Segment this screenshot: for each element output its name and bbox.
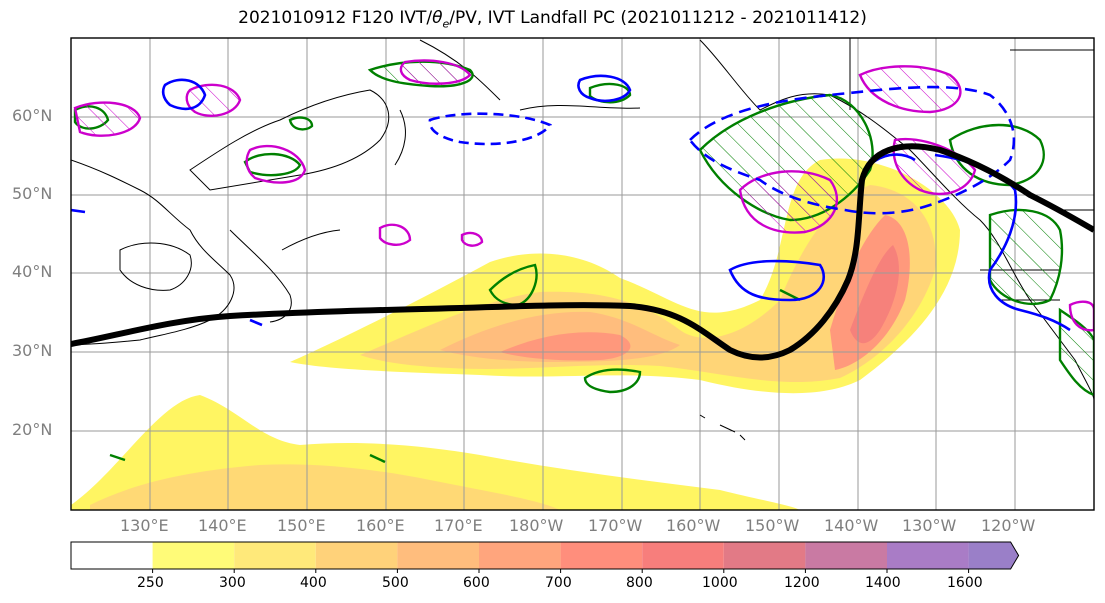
colorbar-tick-label: 1000 — [702, 575, 738, 591]
colorbar-tick-label: 500 — [382, 575, 409, 591]
colorbar-segment — [642, 542, 724, 569]
lon-label-160e: 160°E — [356, 516, 405, 535]
colorbar-segment — [397, 542, 479, 569]
colorbar-tick-label: 800 — [626, 575, 653, 591]
lat-label-40n: 40°N — [12, 262, 53, 281]
map-frame — [70, 37, 1095, 511]
colorbar-tick-label: 250 — [137, 575, 164, 591]
lon-label-180w: 180°W — [509, 516, 564, 535]
colorbar-frame — [70, 541, 1020, 570]
lat-label-50n: 50°N — [12, 184, 53, 203]
colorbar-tick-label: 1600 — [947, 575, 983, 591]
colorbar-segment — [479, 542, 561, 569]
colorbar-segment — [152, 542, 235, 569]
map-title: 2021010912 F120 IVT/θe/PV, IVT Landfall … — [238, 8, 867, 31]
colorbar-extend-arrow — [968, 542, 1019, 569]
colorbar-tick-label: 600 — [463, 575, 490, 591]
lon-label-140w: 140°W — [824, 516, 879, 535]
lon-label-150w: 150°W — [745, 516, 800, 535]
lon-label-120w: 120°W — [981, 516, 1036, 535]
colorbar-segment — [887, 542, 969, 569]
lon-label-140e: 140°E — [198, 516, 247, 535]
colorbar-segment — [71, 542, 153, 569]
colorbar-segment — [560, 542, 643, 569]
colorbar-tick-label: 700 — [545, 575, 572, 591]
lat-label-60n: 60°N — [12, 106, 53, 125]
colorbar-tick-label: 1400 — [865, 575, 901, 591]
colorbar-segment — [315, 542, 398, 569]
ivt-colorbar — [70, 541, 1020, 573]
lat-label-30n: 30°N — [12, 341, 53, 360]
lon-label-170w: 170°W — [588, 516, 643, 535]
colorbar-tick-label: 1200 — [784, 575, 820, 591]
colorbar-segment — [805, 542, 887, 569]
lon-label-130e: 130°E — [120, 516, 169, 535]
lon-label-150e: 150°E — [277, 516, 326, 535]
lat-label-20n: 20°N — [12, 420, 53, 439]
magenta-contours — [73, 59, 1094, 332]
colorbar-tick-label: 300 — [219, 575, 246, 591]
landfall-pc-line — [71, 143, 1094, 361]
lon-label-160w: 160°W — [666, 516, 721, 535]
lon-label-130w: 130°W — [902, 516, 957, 535]
colorbar-segment — [234, 542, 316, 569]
lon-label-170e: 170°E — [434, 516, 483, 535]
colorbar-tick-label: 400 — [300, 575, 327, 591]
colorbar-segment — [723, 542, 806, 569]
